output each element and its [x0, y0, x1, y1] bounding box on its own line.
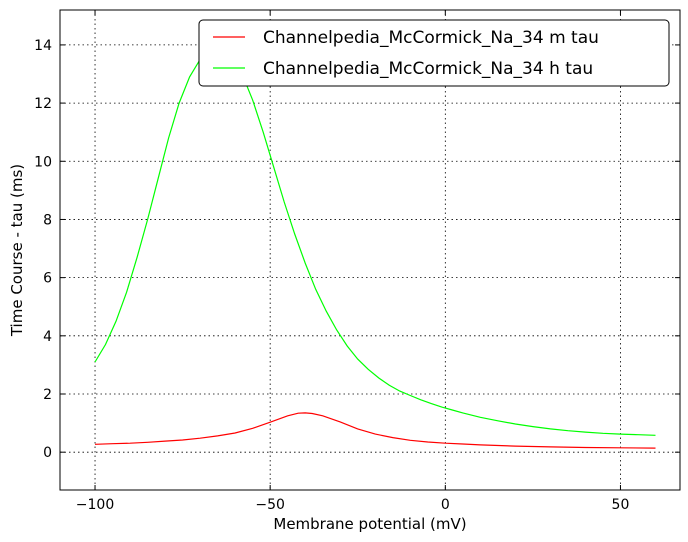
series-line-0 [94, 412, 656, 449]
y-tick-label: 10 [34, 154, 52, 170]
legend-label-1: Channelpedia_McCormick_Na_34 h tau [263, 59, 593, 79]
grid [60, 10, 680, 490]
y-tick-label: 2 [43, 387, 52, 403]
x-tick-label: −50 [255, 497, 285, 513]
ticks [60, 10, 680, 490]
y-tick-label: 0 [43, 445, 52, 461]
legend-box [198, 19, 670, 87]
tick-labels: −100 −50 0 50 0 2 4 6 8 10 12 14 [34, 38, 629, 513]
y-tick-label: 12 [34, 96, 52, 112]
y-tick-label: 14 [34, 38, 52, 54]
axes-frame [59, 9, 681, 491]
plot-lines [94, 47, 656, 449]
y-tick-label: 6 [43, 271, 52, 287]
y-tick-label: 8 [43, 212, 52, 228]
y-axis-label: Time Course - tau (ms) [8, 164, 26, 337]
x-axis-label: Membrane potential (mV) [273, 515, 466, 533]
y-tick-label: 4 [43, 329, 52, 345]
x-tick-label: 50 [612, 497, 630, 513]
legend: Channelpedia_McCormick_Na_34 m tau Channe… [198, 19, 670, 87]
x-tick-label: −100 [76, 497, 114, 513]
series-line-1 [94, 47, 656, 436]
x-tick-label: 0 [441, 497, 450, 513]
legend-label-0: Channelpedia_McCormick_Na_34 m tau [263, 28, 599, 48]
